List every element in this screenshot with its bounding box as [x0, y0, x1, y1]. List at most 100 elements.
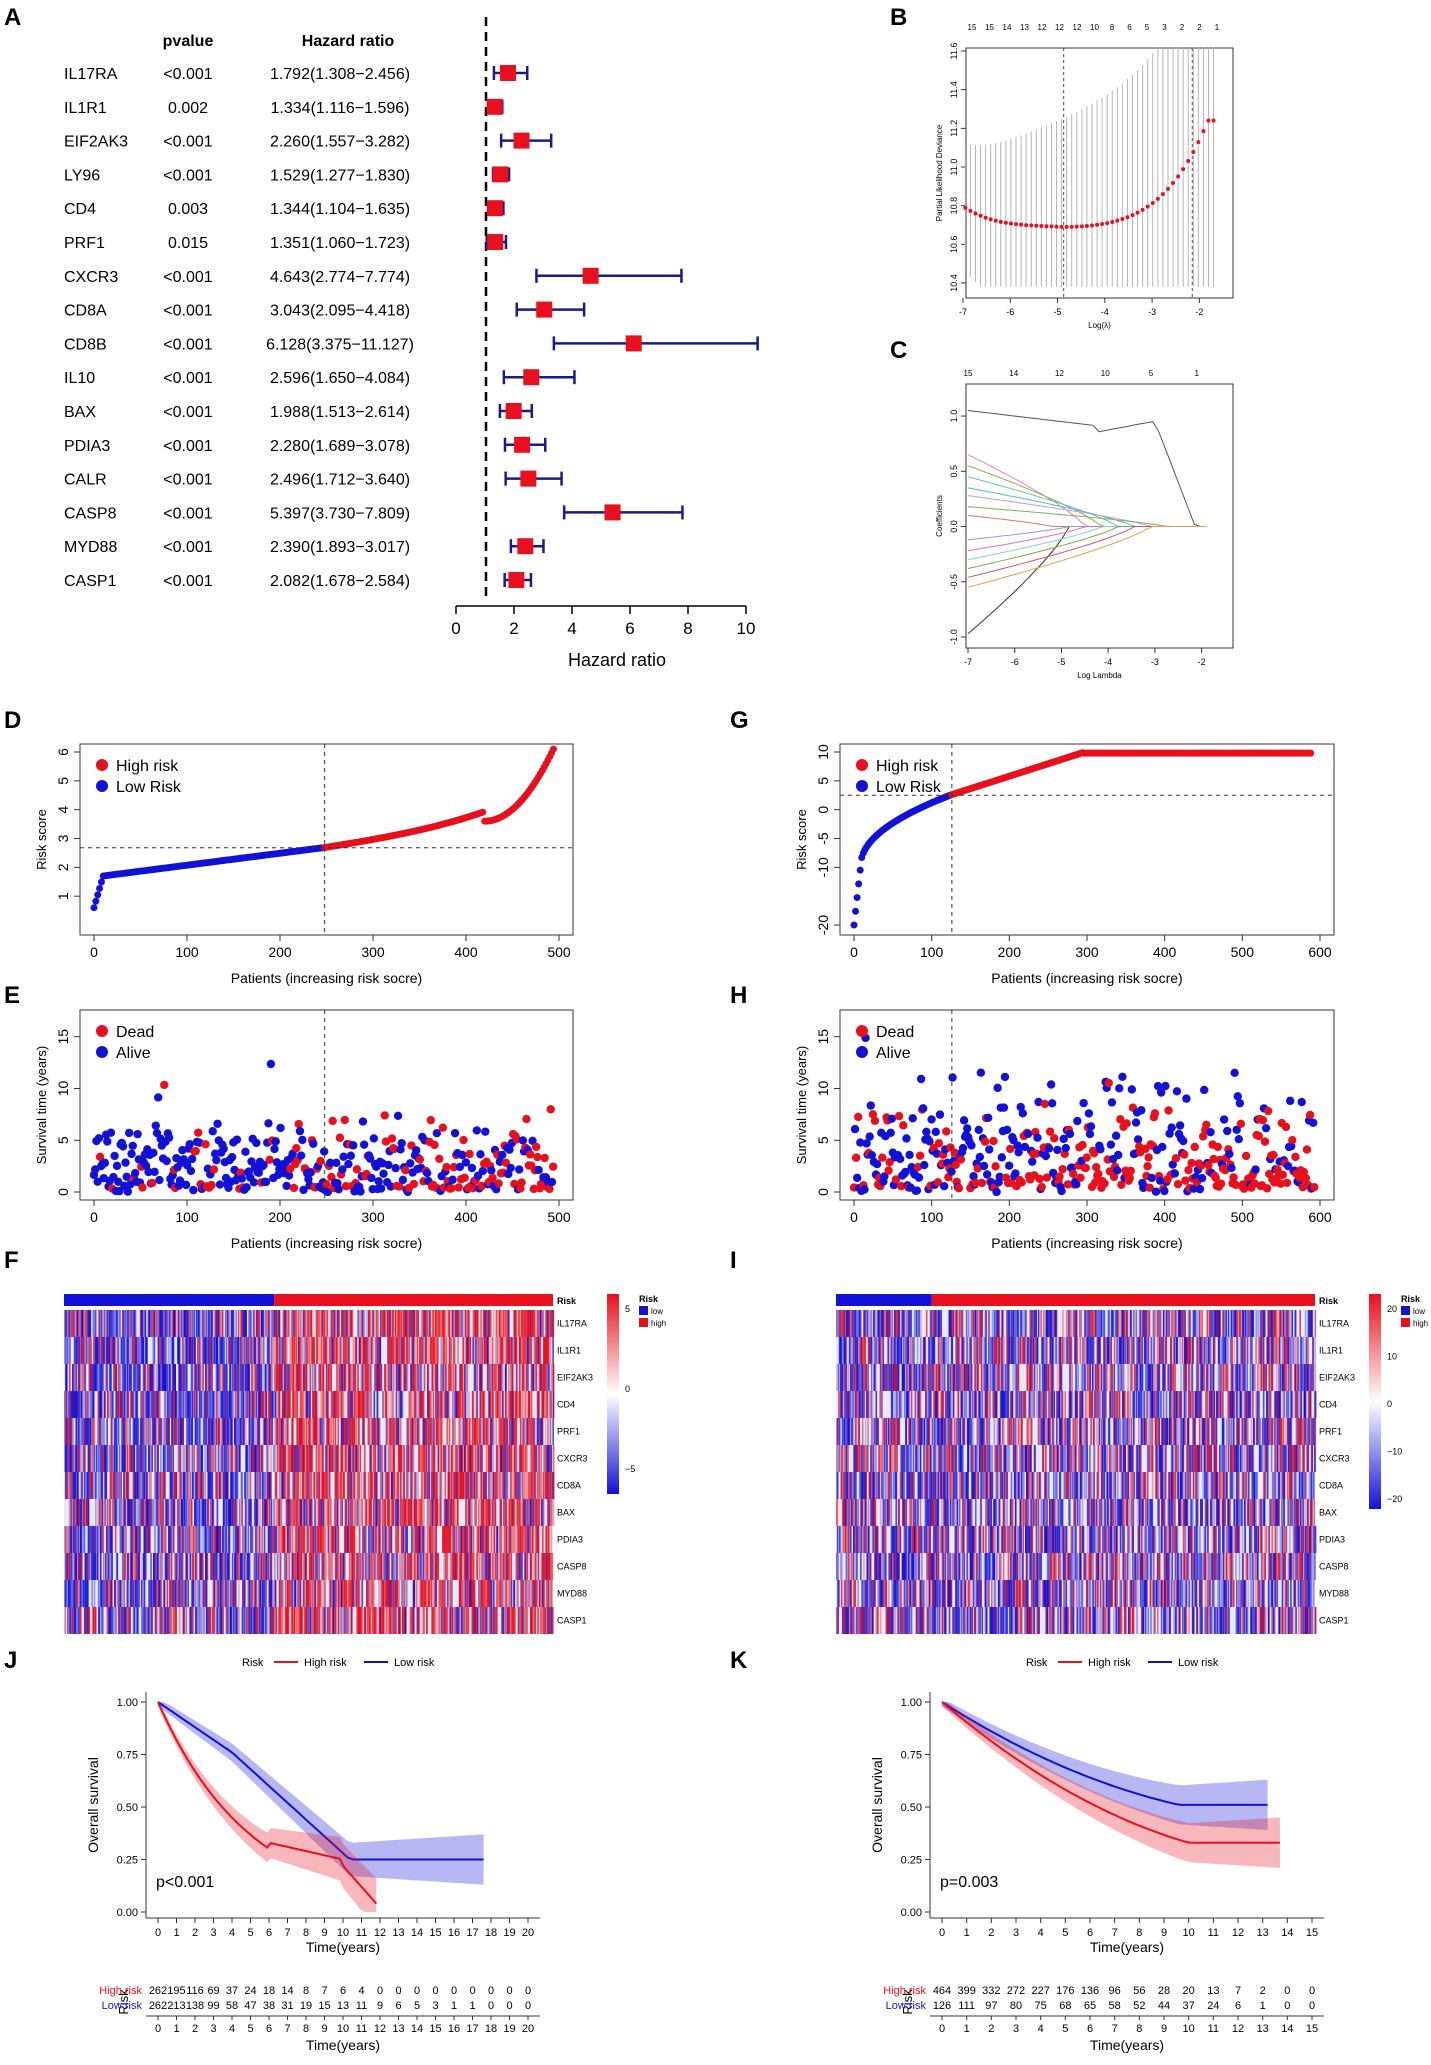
- heatmap-cell: [211, 1310, 213, 1337]
- heatmap-cell: [412, 1418, 414, 1445]
- heatmap-cell: [69, 1310, 71, 1337]
- heatmap-cell: [324, 1337, 326, 1364]
- heatmap-cell: [428, 1310, 431, 1337]
- surv-x-tick-label: 600: [1308, 1209, 1332, 1225]
- heatmap-cell: [260, 1310, 263, 1337]
- heatmap-cell: [183, 1310, 185, 1337]
- heatmap-cell: [190, 1337, 193, 1364]
- risk-point: [94, 891, 102, 899]
- surv-point: [1170, 1169, 1180, 1178]
- heatmap-cell: [73, 1337, 76, 1364]
- heatmap-cell: [501, 1364, 504, 1391]
- heatmap-cell: [296, 1391, 299, 1418]
- surv-point: [977, 1178, 987, 1188]
- heatmap-cell: [545, 1337, 547, 1364]
- heatmap-cell: [192, 1337, 194, 1364]
- surv-point: [387, 1134, 397, 1143]
- surv-point: [340, 1115, 349, 1125]
- heatmap-cell: [171, 1418, 174, 1445]
- heatmap-cell: [340, 1337, 342, 1364]
- surv-point: [468, 1183, 478, 1193]
- surv-point: [1104, 1078, 1113, 1088]
- heatmap-cell: [178, 1418, 180, 1445]
- heatmap-cell: [408, 1337, 411, 1364]
- heatmap-cell: [163, 1418, 165, 1445]
- heatmap-cell: [454, 1337, 456, 1364]
- heatmap-cell: [168, 1310, 171, 1337]
- heatmap-cell: [249, 1337, 252, 1364]
- heatmap-cell: [345, 1310, 347, 1337]
- heatmap-cell: [160, 1445, 162, 1472]
- surv-point: [878, 1153, 887, 1162]
- coef-y-tick-label: 0.5: [949, 465, 959, 478]
- surv-point: [213, 1119, 222, 1128]
- heatmap-cell: [226, 1391, 229, 1418]
- heatmap-cell: [449, 1364, 452, 1391]
- heatmap-cell: [281, 1337, 284, 1364]
- heatmap-cell: [144, 1310, 147, 1337]
- surv-point: [1042, 1173, 1052, 1182]
- heatmap-cell: [545, 1310, 547, 1337]
- forest-gene-label: IL1R1: [64, 100, 107, 117]
- surv-point: [850, 1124, 860, 1134]
- heatmap-cell: [234, 1391, 236, 1418]
- heatmap-cell: [413, 1310, 415, 1337]
- forest-pvalue: 0.003: [168, 201, 208, 218]
- heatmap-cell: [437, 1310, 440, 1337]
- surv-point: [852, 1173, 862, 1183]
- heatmap-cell: [386, 1418, 388, 1445]
- surv-point: [1173, 1179, 1183, 1189]
- surv-point: [902, 1134, 911, 1143]
- heatmap-cell: [124, 1337, 126, 1364]
- surv-point: [1072, 1180, 1081, 1189]
- heatmap-cell: [105, 1310, 108, 1337]
- heatmap-cell: [68, 1337, 70, 1364]
- surv-point: [505, 1145, 514, 1154]
- heatmap-cell: [252, 1337, 255, 1364]
- surv-point: [967, 1141, 976, 1150]
- heatmap-cell: [480, 1391, 483, 1418]
- surv-point: [1089, 1149, 1099, 1158]
- heatmap-cell: [127, 1310, 130, 1337]
- heatmap-cell: [441, 1364, 444, 1391]
- heatmap-cell: [140, 1337, 143, 1364]
- heatmap-cell: [475, 1337, 477, 1364]
- cv-mean-point: [1155, 196, 1160, 201]
- heatmap-cell: [235, 1364, 238, 1391]
- heatmap-cell: [374, 1445, 377, 1472]
- heatmap-cell: [356, 1391, 358, 1418]
- heatmap-cell: [459, 1310, 461, 1337]
- heatmap-cell: [326, 1445, 328, 1472]
- heatmap-cell: [126, 1310, 129, 1337]
- heatmap-cell: [525, 1418, 528, 1445]
- surv-point: [164, 1133, 174, 1142]
- surv-point: [548, 1162, 558, 1171]
- heatmap-cell: [427, 1364, 429, 1391]
- heatmap-cell: [70, 1418, 73, 1445]
- heatmap-cell: [429, 1337, 432, 1364]
- surv-point: [379, 1169, 388, 1178]
- heatmap-cell: [550, 1445, 553, 1472]
- heatmap-cell: [381, 1445, 384, 1472]
- heatmap-cell: [376, 1418, 378, 1445]
- heatmap-cell: [100, 1364, 103, 1391]
- heatmap-cell: [151, 1391, 154, 1418]
- heatmap-cell: [203, 1310, 206, 1337]
- surv-point: [1204, 1160, 1213, 1170]
- heatmap-cell: [82, 1391, 84, 1418]
- panel-label-K: K: [730, 1647, 748, 1674]
- heatmap-cell: [295, 1337, 298, 1364]
- surv-point: [1157, 1088, 1166, 1097]
- surv-point: [1125, 1173, 1134, 1183]
- heatmap-cell: [539, 1310, 542, 1337]
- coef-top-tick-label: 12: [1055, 369, 1064, 378]
- surv-point: [289, 1183, 299, 1193]
- surv-point: [415, 1155, 425, 1164]
- surv-point: [912, 1186, 922, 1195]
- heatmap-cell: [142, 1310, 145, 1337]
- surv-point: [525, 1150, 535, 1159]
- heatmap-cell: [462, 1445, 464, 1472]
- heatmap-cell: [418, 1418, 420, 1445]
- heatmap-cell: [437, 1445, 440, 1472]
- heatmap-cell: [247, 1310, 250, 1337]
